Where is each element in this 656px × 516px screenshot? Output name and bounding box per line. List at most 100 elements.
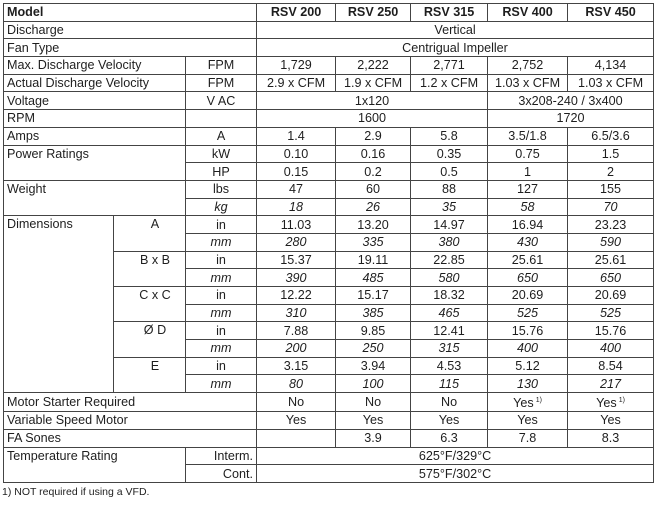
value-cell: 35 [410,197,489,217]
value-cell: 70 [567,197,655,217]
value-cell: 315 [410,339,489,358]
footnote-mark: 1) [618,397,625,405]
power-row: Power Ratings kW 0.10 0.16 0.35 0.75 1.5 [3,144,655,181]
unit-cell: FPM [184,73,258,93]
value-cell: 5.8 [410,126,489,146]
variable_speed-row: Variable Speed Motor Yes Yes Yes Yes Yes [2,411,655,430]
value-cell: 130 [487,374,569,394]
unit-cell: kW [184,144,258,164]
row-label: RPM [3,109,186,128]
value-cell: Centrigual Impeller [256,38,655,58]
unit-cell: lbs [184,179,258,199]
value-cell: 47 [256,179,337,199]
value-cell: 8.54 [567,356,655,376]
row-label: Variable Speed Motor [2,411,258,430]
value-cell: 0.5 [410,162,489,181]
value-cell: 100 [335,374,412,394]
value-cell: 0.16 [335,144,412,164]
unit-cell: Cont. [184,464,258,483]
value-cell: 5.12 [487,356,569,376]
value-cell: 20.69 [567,286,655,305]
value-cell: 23.23 [567,215,655,234]
value-cell: 280 [256,232,337,252]
value-cell: 9.85 [335,321,412,341]
value-text: No [440,395,458,410]
value-cell: 15.37 [256,250,337,270]
value-cell: Yes [487,411,569,430]
value-cell: 625°F/329°C [256,446,655,466]
value-cell: 19.11 [335,250,412,270]
dimension-row: mm 200 250 315 400 400 [4,339,655,358]
value-text: Yes [513,396,534,411]
unit-cell: in [184,286,258,305]
value-cell: 2,771 [410,56,489,75]
value-cell: 650 [487,268,569,287]
value-cell: 217 [567,374,655,394]
value-cell: 380 [410,232,489,252]
footnote-mark: 1) [535,397,542,405]
row-label: Actual Discharge Velocity [3,73,186,93]
value-cell: 12.41 [410,321,489,341]
value-cell: 26 [335,197,412,217]
model-column-header: RSV 200 [256,3,337,22]
value-cell: 575°F/302°C [256,464,655,483]
value-cell: 2.9 x CFM [256,73,337,93]
unit-cell: in [184,250,258,270]
value-cell: 0.10 [256,144,337,164]
value-cell: 1 [487,162,569,181]
value-cell: 15.76 [487,321,569,341]
value-cell: 8.3 [567,428,655,448]
unit-cell: mm [184,303,258,323]
value-cell: 1x120 [256,91,489,111]
value-cell: 650 [567,268,655,287]
dimension-name: A [113,215,186,252]
model-column-header: RSV 450 [567,3,655,22]
model-header: Model [2,3,258,22]
row-label: Dimensions [3,215,114,394]
weight-row: Weight lbs 47 60 88 127 155 [3,179,655,217]
voltage-row: Voltage V AC 1x120 3x208-240 / 3x400 [3,91,655,111]
value-text: No [287,395,305,410]
value-cell: 1.4 [256,126,337,146]
unit-cell [184,109,258,128]
row-label: Amps [3,126,186,146]
value-cell: 1.03 x CFM [567,73,655,93]
dimension-name: C x C [113,285,186,323]
value-cell: 1,729 [256,56,337,75]
dimension-row: mm 280 335 380 430 590 [4,232,655,252]
value-cell: 1.03 x CFM [487,73,569,93]
discharge-row: Discharge Vertical [2,20,655,40]
unit-cell: Interm. [184,446,258,466]
unit-cell: mm [184,374,258,394]
header-row: Model RSV 200 RSV 250 RSV 315 RSV 400 RSV 450 [2,3,655,22]
value-cell: 6.3 [410,428,489,448]
value-cell: 0.75 [487,144,569,164]
value-cell: 115 [410,374,489,394]
value-cell: 1.5 [567,144,655,164]
value-cell: 390 [256,268,337,287]
value-cell: 400 [567,339,655,358]
value-cell: 2.9 [335,126,412,146]
value-cell: 127 [487,179,569,199]
value-cell: 3.15 [256,356,337,376]
value-cell: 88 [410,179,489,199]
row-label: Fan Type [2,38,258,58]
value-cell: 25.61 [567,250,655,270]
value-cell: 525 [567,303,655,323]
dimension-name: Ø D [113,321,186,358]
value-cell: 2,752 [487,56,569,75]
model-column-header: RSV 315 [410,3,489,22]
row-label: Voltage [3,91,186,111]
unit-cell: kg [184,197,258,217]
value-cell: 6.5/3.6 [567,126,655,146]
value-cell: 485 [335,268,412,287]
value-cell: 60 [335,179,412,199]
value-cell: 580 [410,268,489,287]
unit-cell: mm [184,268,258,287]
value-cell: 15.76 [567,321,655,341]
value-cell: 7.8 [487,428,569,448]
value-cell: Vertical [256,20,655,40]
value-cell: 18 [256,197,337,217]
